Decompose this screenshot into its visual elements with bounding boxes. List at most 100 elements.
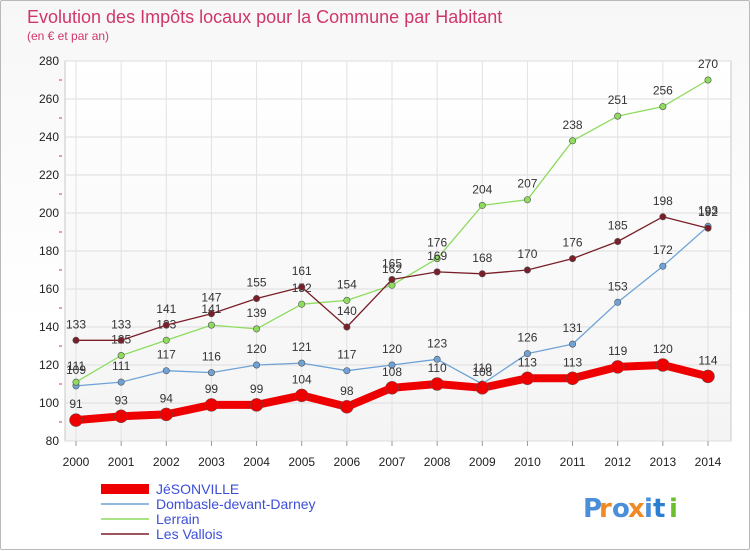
data-point bbox=[249, 398, 264, 412]
svg-text:r: r bbox=[599, 494, 612, 524]
data-label: 168 bbox=[472, 251, 492, 265]
data-point bbox=[343, 296, 351, 304]
data-point bbox=[114, 409, 128, 424]
data-label: 238 bbox=[563, 118, 583, 132]
data-point bbox=[614, 238, 622, 246]
data-label: 133 bbox=[111, 317, 131, 331]
x-tick-label: 2000 bbox=[63, 455, 90, 469]
proxiti-logo: Pr ox i t i bbox=[583, 494, 678, 524]
data-label: 108 bbox=[382, 365, 402, 379]
data-label: 123 bbox=[427, 336, 447, 350]
data-label: 99 bbox=[250, 382, 264, 396]
x-tick-label: 2009 bbox=[469, 455, 496, 469]
svg-text:i: i bbox=[669, 494, 678, 524]
chart-subtitle: (en € et par an) bbox=[27, 29, 109, 43]
data-point bbox=[430, 377, 444, 391]
data-label: 126 bbox=[517, 331, 537, 345]
data-point bbox=[701, 369, 715, 384]
data-point bbox=[298, 359, 306, 367]
data-point bbox=[298, 283, 306, 291]
data-label: 207 bbox=[517, 177, 537, 191]
x-tick-label: 2004 bbox=[243, 455, 270, 469]
data-point bbox=[704, 224, 712, 232]
data-point bbox=[569, 255, 577, 263]
data-label: 155 bbox=[247, 276, 267, 290]
data-label: 147 bbox=[201, 291, 221, 305]
data-label: 110 bbox=[473, 361, 492, 375]
data-point bbox=[659, 213, 667, 221]
data-point bbox=[433, 255, 441, 263]
data-label: 140 bbox=[337, 304, 357, 318]
data-label: 99 bbox=[205, 382, 219, 396]
data-point bbox=[656, 358, 670, 372]
data-point bbox=[343, 367, 351, 375]
data-label: 104 bbox=[292, 372, 312, 386]
data-point bbox=[523, 266, 531, 274]
svg-text:x: x bbox=[628, 494, 645, 524]
data-label: 121 bbox=[292, 340, 312, 354]
data-point bbox=[69, 413, 83, 427]
data-label: 256 bbox=[653, 84, 673, 98]
data-point bbox=[610, 360, 625, 374]
chart-title: Evolution des Impôts locaux pour la Comm… bbox=[27, 7, 502, 27]
data-label: 172 bbox=[653, 243, 673, 257]
svg-text:i: i bbox=[644, 494, 653, 524]
data-label: 111 bbox=[112, 359, 131, 373]
data-point bbox=[614, 298, 622, 306]
data-label: 185 bbox=[608, 219, 628, 233]
data-point bbox=[478, 201, 486, 209]
data-point bbox=[478, 270, 486, 278]
data-label: 113 bbox=[518, 355, 537, 369]
data-point bbox=[388, 361, 396, 369]
y-tick-label: 180 bbox=[39, 244, 59, 258]
legend-label: Dombasle-devant-Darney bbox=[156, 496, 316, 512]
data-point bbox=[253, 325, 261, 333]
legend-label: Les Vallois bbox=[156, 526, 223, 542]
data-label: 154 bbox=[337, 277, 357, 291]
data-point bbox=[162, 367, 170, 375]
data-point bbox=[162, 336, 170, 344]
data-label: 192 bbox=[698, 205, 718, 219]
data-label: 91 bbox=[69, 397, 83, 411]
y-tick-label: 80 bbox=[46, 434, 60, 448]
data-point bbox=[569, 340, 577, 348]
x-tick-label: 2011 bbox=[560, 455, 586, 469]
data-label: 204 bbox=[472, 182, 492, 196]
data-label: 117 bbox=[337, 348, 356, 362]
data-label: 176 bbox=[427, 236, 447, 250]
x-tick-label: 2003 bbox=[198, 455, 225, 469]
data-point bbox=[117, 378, 125, 386]
svg-text:t: t bbox=[653, 494, 665, 524]
data-label: 120 bbox=[382, 342, 402, 356]
y-tick-label: 220 bbox=[39, 168, 59, 182]
data-label: 153 bbox=[608, 279, 628, 293]
data-point bbox=[253, 361, 261, 369]
data-point bbox=[204, 398, 219, 412]
series-Lerrain: 1111251331411391521541621762042072382512… bbox=[67, 57, 718, 386]
x-tick-label: 2012 bbox=[604, 455, 631, 469]
y-tick-label: 160 bbox=[39, 282, 59, 296]
data-point bbox=[385, 381, 399, 395]
data-point bbox=[475, 381, 490, 395]
data-label: 108 bbox=[472, 365, 492, 379]
y-tick-label: 280 bbox=[39, 54, 59, 68]
data-point bbox=[388, 275, 396, 283]
svg-text:P: P bbox=[583, 494, 602, 524]
data-point bbox=[207, 310, 215, 318]
data-label: 251 bbox=[608, 93, 628, 107]
data-label: 270 bbox=[698, 57, 718, 71]
data-point bbox=[253, 294, 261, 302]
data-point bbox=[162, 321, 170, 329]
data-point bbox=[659, 262, 667, 270]
data-label: 170 bbox=[517, 247, 537, 261]
data-label: 116 bbox=[202, 350, 221, 364]
y-tick-label: 140 bbox=[39, 320, 59, 334]
data-label: 94 bbox=[160, 391, 174, 405]
data-point bbox=[298, 300, 306, 308]
y-tick-label: 200 bbox=[39, 206, 59, 220]
data-label: 114 bbox=[698, 353, 717, 367]
svg-text:o: o bbox=[612, 494, 630, 524]
data-label: 109 bbox=[66, 363, 86, 377]
